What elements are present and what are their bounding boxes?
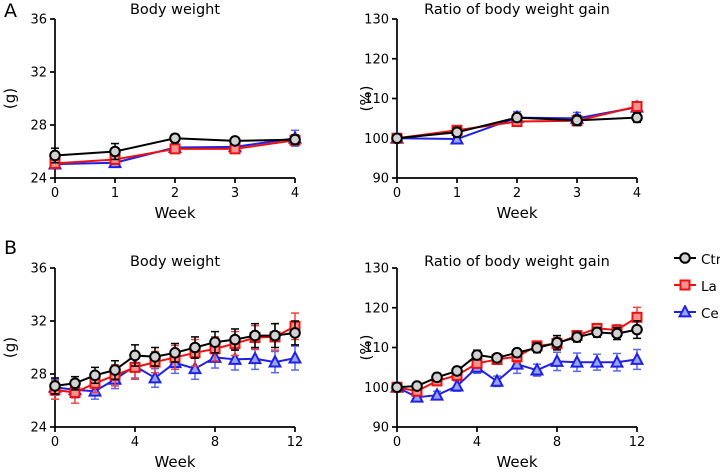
svg-text:28: 28 [30,119,47,134]
svg-text:2: 2 [513,186,521,201]
svg-text:4: 4 [473,435,481,450]
svg-text:0: 0 [393,435,401,450]
svg-text:24: 24 [30,172,47,187]
svg-text:3: 3 [231,186,239,201]
svg-text:8: 8 [211,435,219,450]
svg-text:24: 24 [30,421,47,436]
chart-ratio-weight-gain-a: 90 100 110 120 130 0 1 2 3 4 Ratio of body weight … [357,0,680,236]
legend-item-ctrl: Ctrl [673,250,720,269]
svg-text:(%): (%) [360,86,375,112]
legend-label-la: La [701,278,717,295]
legend-item-ce: Ce [673,304,720,323]
svg-text:36: 36 [30,13,47,28]
svg-text:1: 1 [453,186,461,201]
svg-text:100: 100 [364,132,389,147]
svg-text:3: 3 [573,186,581,201]
chart-body-weight-a: 24 28 32 36 0 1 2 3 4 Body weight Week (g) [0,0,360,236]
chart-ratio-weight-gain-b: 90 100 110 120 130 0 4 8 12 Ratio of body weight … [357,236,680,473]
legend-label-ctrl: Ctrl [701,251,720,268]
svg-text:4: 4 [291,186,299,201]
svg-text:130: 130 [364,262,389,277]
legend-item-la: La [673,277,720,296]
legend: Ctrl La Ce [673,250,720,323]
svg-text:32: 32 [30,315,47,330]
svg-text:Ratio of body weight gain: Ratio of body weight gain [424,2,610,18]
svg-text:Week: Week [154,453,195,471]
svg-text:8: 8 [553,435,561,450]
svg-text:(g): (g) [1,337,19,358]
svg-text:12: 12 [629,435,646,450]
svg-text:0: 0 [393,186,401,201]
legend-label-ce: Ce [701,305,719,322]
panel-label-a: A [4,0,17,22]
la-square-marker-icon [673,277,697,296]
svg-text:(%): (%) [360,335,375,361]
svg-text:Week: Week [154,204,195,222]
panel-label-b: B [4,237,18,259]
svg-text:4: 4 [633,186,641,201]
svg-text:1: 1 [111,186,119,201]
svg-text:Week: Week [496,453,537,471]
ctrl-circle-marker-icon [673,250,697,269]
svg-text:Body weight: Body weight [130,2,220,18]
svg-text:110: 110 [364,92,389,107]
svg-text:Week: Week [496,204,537,222]
svg-text:0: 0 [51,186,59,201]
svg-text:(g): (g) [1,88,19,109]
svg-text:100: 100 [364,381,389,396]
svg-text:32: 32 [30,66,47,81]
svg-text:90: 90 [372,172,389,187]
svg-text:36: 36 [30,262,47,277]
svg-text:110: 110 [364,341,389,356]
svg-text:120: 120 [364,52,389,67]
svg-text:0: 0 [51,435,59,450]
svg-text:4: 4 [131,435,139,450]
svg-text:Body weight: Body weight [130,254,220,270]
svg-text:Ratio of body weight gain: Ratio of body weight gain [424,254,610,270]
svg-text:120: 120 [364,301,389,316]
ce-triangle-marker-icon [673,304,697,323]
svg-text:28: 28 [30,368,47,383]
svg-text:2: 2 [171,186,179,201]
svg-text:12: 12 [287,435,304,450]
chart-body-weight-b: 24 28 32 36 0 4 8 12 Body weight Week (g) [0,236,360,473]
svg-text:90: 90 [372,421,389,436]
svg-text:130: 130 [364,13,389,28]
